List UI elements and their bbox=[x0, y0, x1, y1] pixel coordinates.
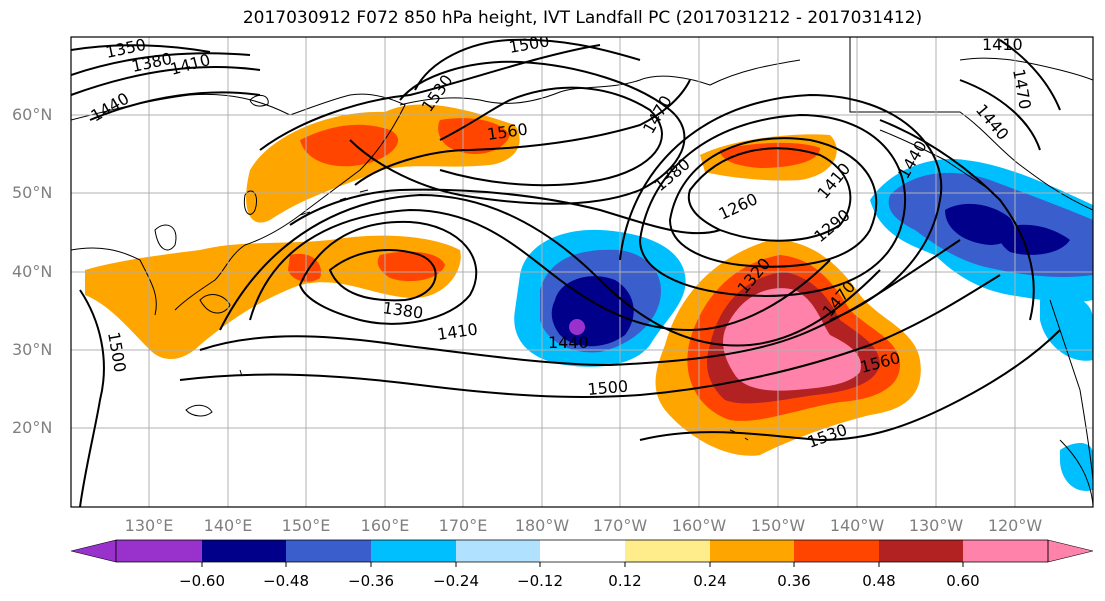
lat-label-60n: 60°N bbox=[12, 105, 53, 124]
contour-label: 1410 bbox=[982, 35, 1023, 54]
lat-label-40n: 40°N bbox=[12, 262, 53, 281]
lon-label: 130°W bbox=[908, 516, 964, 535]
colorbar bbox=[70, 539, 1094, 567]
colorbar-bin bbox=[794, 540, 879, 562]
colorbar-tick-label: −0.12 bbox=[517, 572, 563, 590]
colorbar-high-extension bbox=[1047, 539, 1094, 563]
height-contours bbox=[71, 38, 1061, 507]
lat-label-30n: 30°N bbox=[12, 340, 53, 359]
colorbar-bin bbox=[456, 540, 540, 562]
lat-label-20n: 20°N bbox=[12, 418, 53, 437]
colorbar-bin bbox=[710, 540, 794, 562]
colorbar-bin bbox=[116, 540, 202, 562]
colorbar-tick-label: −0.24 bbox=[433, 572, 479, 590]
lon-label: 170°E bbox=[438, 516, 488, 535]
colorbar-bin bbox=[625, 540, 710, 562]
colorbar-low-extension bbox=[70, 539, 117, 563]
contour-label: 1500 bbox=[587, 377, 629, 399]
colorbar-tick-label: 0.48 bbox=[862, 572, 896, 590]
lat-label-50n: 50°N bbox=[12, 183, 53, 202]
colorbar-tick-label: 0.36 bbox=[777, 572, 811, 590]
colorbar-bin bbox=[202, 540, 286, 562]
lon-label: 130°E bbox=[124, 516, 174, 535]
colorbar-tick-label: 0.60 bbox=[946, 572, 980, 590]
colorbar-tick-label: −0.48 bbox=[263, 572, 309, 590]
colorbar-tick-label: −0.60 bbox=[179, 572, 225, 590]
colorbar-bin bbox=[879, 540, 963, 562]
colorbar-bin bbox=[540, 540, 625, 562]
lon-label: 120°W bbox=[987, 516, 1043, 535]
lon-label: 150°W bbox=[750, 516, 806, 535]
lon-label: 160°W bbox=[671, 516, 727, 535]
map-panel: 1350 1380 1410 1440 1500 1530 1560 1470 … bbox=[71, 35, 1093, 507]
lon-label: 140°W bbox=[829, 516, 885, 535]
colorbar-tick-label: 0.24 bbox=[693, 572, 727, 590]
lon-label: 150°E bbox=[281, 516, 331, 535]
lon-label: 160°E bbox=[360, 516, 410, 535]
map-frame bbox=[70, 36, 1094, 508]
colorbar-bin bbox=[963, 540, 1048, 562]
lon-label: 180°W bbox=[514, 516, 570, 535]
colorbar-tick-label: 0.12 bbox=[608, 572, 642, 590]
gridlines bbox=[71, 37, 1093, 507]
lon-label: 140°E bbox=[203, 516, 253, 535]
ivt-shading-negative bbox=[514, 159, 1093, 491]
colorbar-bin bbox=[286, 540, 371, 562]
lon-label: 170°W bbox=[592, 516, 648, 535]
colorbar-bin bbox=[371, 540, 456, 562]
map-title: 2017030912 F072 850 hPa height, IVT Land… bbox=[242, 8, 923, 28]
colorbar-tick-label: −0.36 bbox=[348, 572, 394, 590]
contour-label: 1440 bbox=[548, 333, 589, 352]
